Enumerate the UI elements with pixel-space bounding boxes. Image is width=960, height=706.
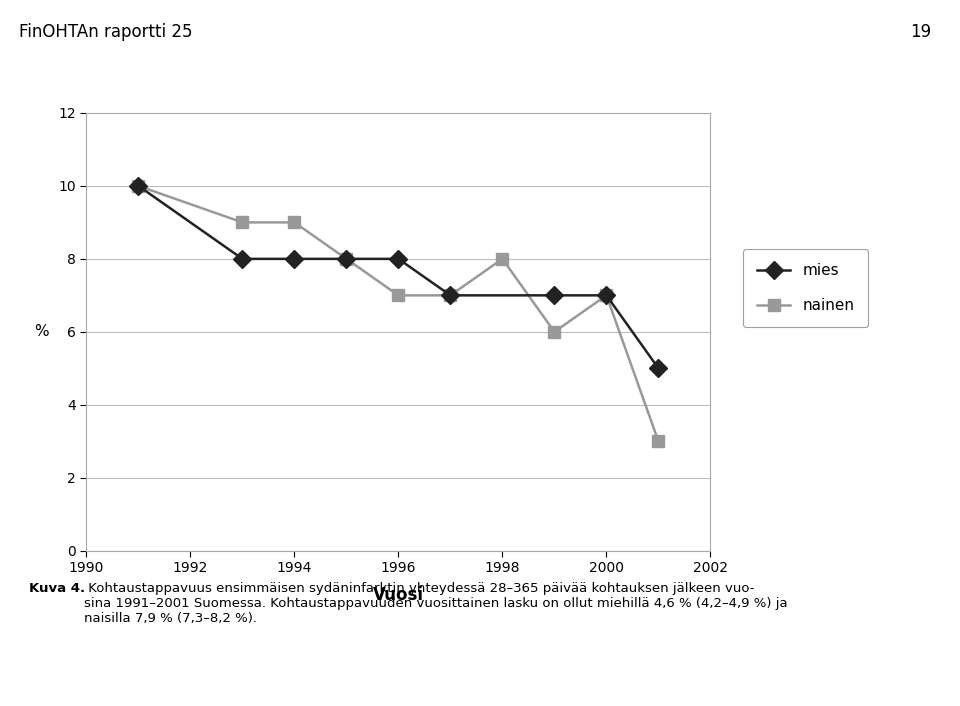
nainen [601, 291, 612, 299]
nainen [653, 437, 664, 445]
nainen [393, 291, 404, 299]
Text: Kohtaustappavuus ensimmäisen sydäninfarktin yhteydessä 28–365 päivää kohtauksen : Kohtaustappavuus ensimmäisen sydäninfark… [84, 582, 788, 626]
mies [132, 181, 144, 190]
mies [549, 291, 561, 299]
mies [444, 291, 456, 299]
mies [601, 291, 612, 299]
Line: nainen: nainen [132, 179, 664, 448]
mies [341, 255, 352, 263]
nainen [549, 328, 561, 336]
nainen [496, 255, 508, 263]
mies [237, 255, 249, 263]
mies [653, 364, 664, 373]
nainen [132, 181, 144, 190]
Text: Kuva 4.: Kuva 4. [29, 582, 84, 595]
mies [289, 255, 300, 263]
Text: FinOHTAn raportti 25: FinOHTAn raportti 25 [19, 23, 193, 41]
mies [393, 255, 404, 263]
Legend: mies, nainen: mies, nainen [743, 249, 869, 327]
X-axis label: Vuosi: Vuosi [372, 586, 424, 604]
nainen [237, 218, 249, 227]
nainen [341, 255, 352, 263]
nainen [444, 291, 456, 299]
Y-axis label: %: % [35, 324, 49, 340]
Line: mies: mies [132, 179, 664, 375]
Text: 19: 19 [910, 23, 931, 41]
nainen [289, 218, 300, 227]
